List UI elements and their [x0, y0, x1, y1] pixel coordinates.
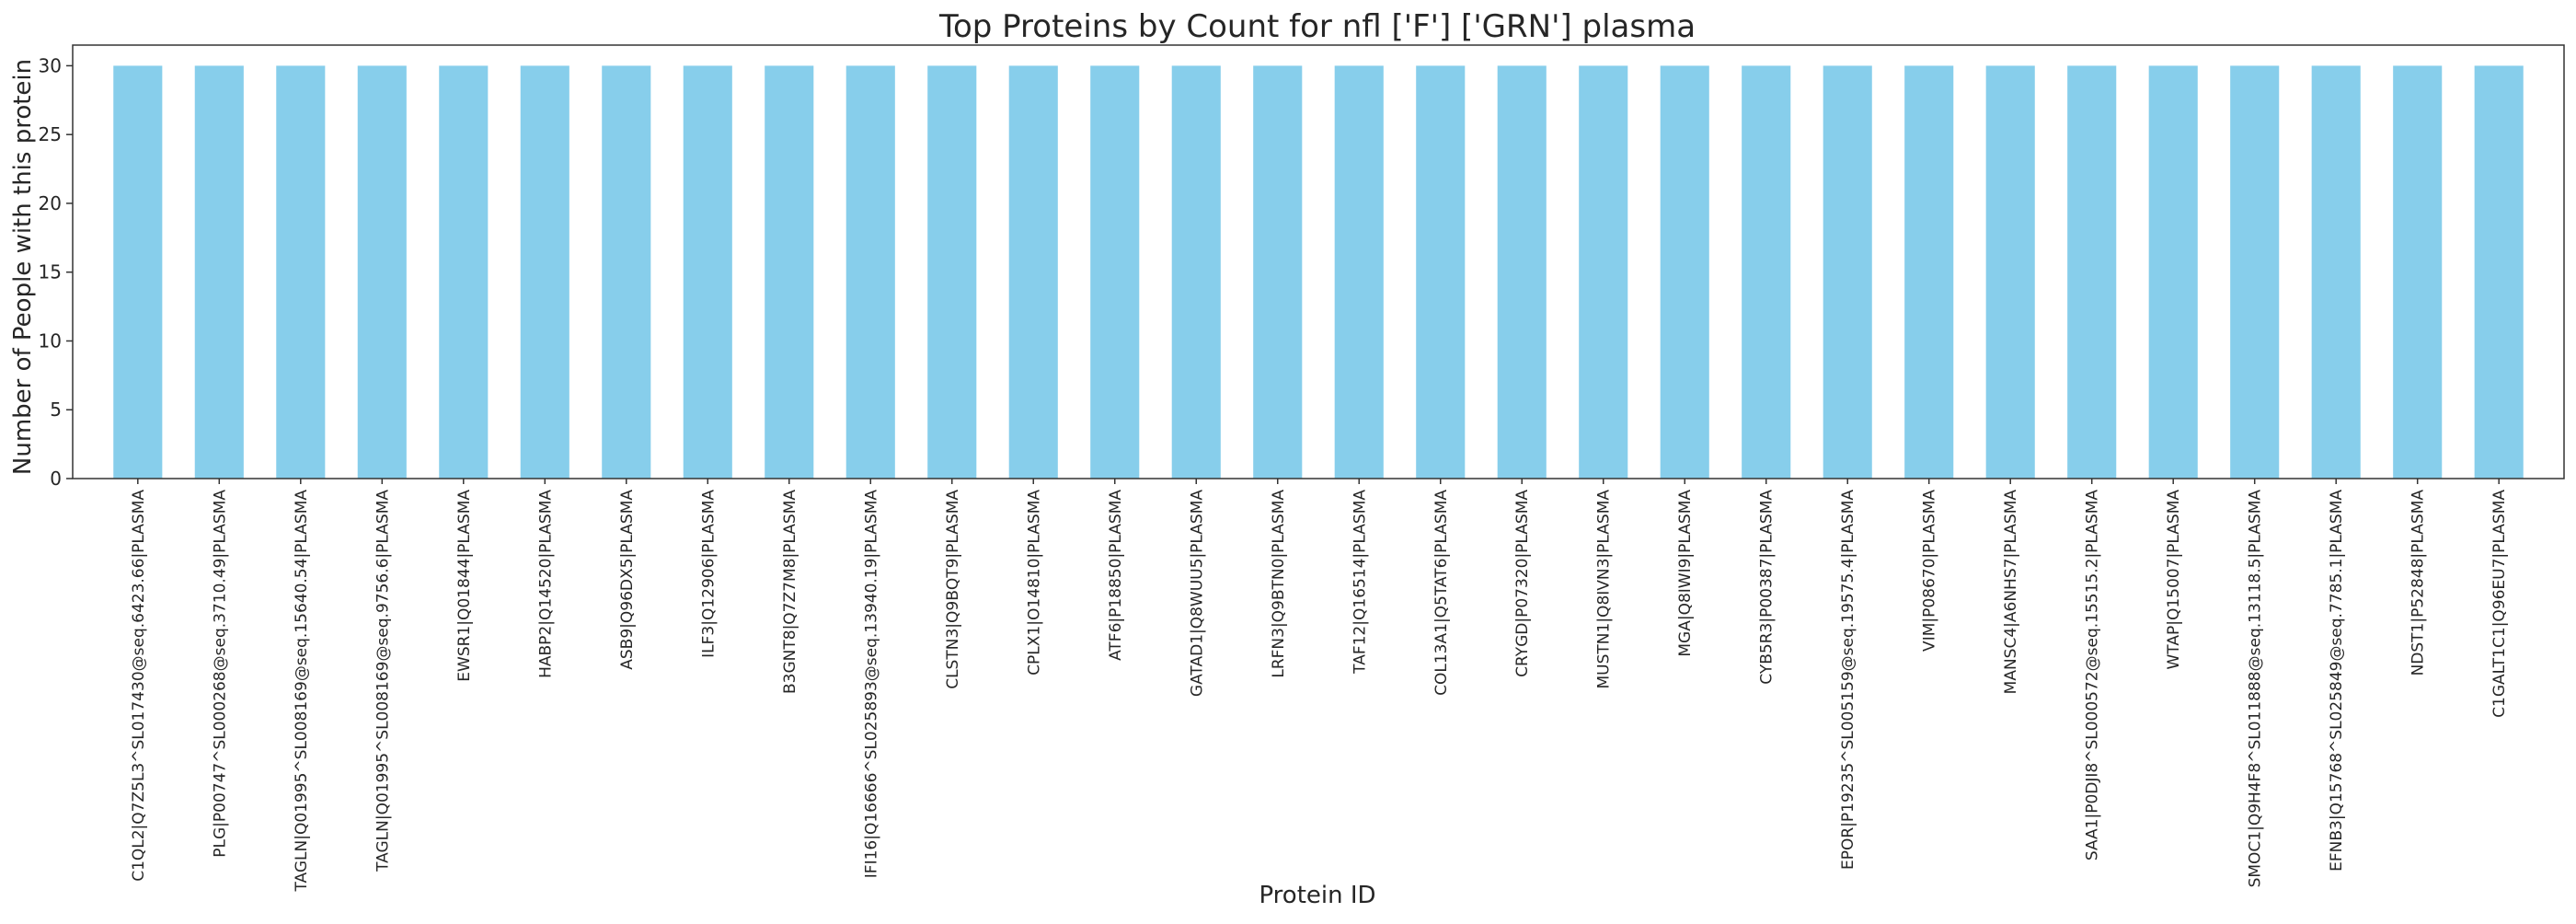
x-tick-label: WTAP|Q15007|PLASMA — [2165, 490, 2183, 670]
x-tick-label: C1GALT1C1|Q96EU7|PLASMA — [2490, 490, 2509, 718]
x-tick-label: COL13A1|Q5TAT6|PLASMA — [1432, 490, 1451, 696]
bar — [276, 65, 326, 479]
x-tick-label: SMOC1|Q9H4F8^SL011888@seq.13118.5|PLASMA — [2247, 490, 2265, 888]
bar — [357, 65, 407, 479]
bar — [2148, 65, 2198, 479]
y-tick-label: 25 — [39, 123, 62, 145]
bar — [845, 65, 895, 479]
x-tick-label: SAA1|P0DJI8^SL000572@seq.15515.2|PLASMA — [2084, 490, 2102, 861]
y-tick-label: 5 — [50, 398, 62, 421]
bar — [1008, 65, 1058, 479]
bar — [1904, 65, 1954, 479]
x-tick-label: C1QL2|Q7Z5L3^SL017430@seq.6423.66|PLASMA — [130, 490, 148, 882]
x-tick-label: CPLX1|O14810|PLASMA — [1025, 490, 1043, 676]
bar — [1171, 65, 1221, 479]
bar — [1579, 65, 1628, 479]
x-tick-label: CRYGD|P07320|PLASMA — [1513, 490, 1532, 677]
plot-frame — [72, 44, 2565, 479]
bar — [927, 65, 977, 479]
x-tick-label: EFNB3|Q15768^SL025849@seq.7785.1|PLASMA — [2328, 490, 2346, 872]
y-tick-label: 30 — [39, 54, 62, 76]
plot-area: 0 5 10 15 20 25 30 C1QL2|Q7Z5L3^SL017430@seq.64… — [39, 44, 2565, 893]
bar — [2393, 65, 2443, 479]
x-tick-label: EWSR1|Q01844|PLASMA — [455, 490, 474, 682]
x-tick-label: TAF12|Q16514|PLASMA — [1351, 490, 1369, 675]
bar — [602, 65, 651, 479]
bar — [2067, 65, 2117, 479]
chart-title: Top Proteins by Count for nfl ['F'] ['GR… — [938, 8, 1696, 45]
bar — [1253, 65, 1303, 479]
x-tick-label: MANSC4|A6NHS7|PLASMA — [2002, 490, 2020, 695]
y-tick-label: 10 — [39, 329, 62, 352]
y-tick-label: 0 — [50, 468, 62, 490]
bar — [683, 65, 732, 479]
y-axis-label: Number of People with this protein — [9, 59, 37, 475]
x-tick-label: HABP2|Q14520|PLASMA — [536, 490, 555, 678]
x-tick-label: IFI16|Q16666^SL025893@seq.13940.19|PLASM… — [862, 490, 880, 879]
bar — [1660, 65, 1709, 479]
x-tick-label: NDST1|P52848|PLASMA — [2409, 490, 2428, 676]
x-tick-label: MUSTN1|Q8IVN3|PLASMA — [1595, 490, 1614, 689]
y-tick-label: 15 — [39, 261, 62, 283]
x-tick-label: B3GNT8|Q7Z7M8|PLASMA — [781, 490, 799, 694]
x-tick-label: VIM|P08670|PLASMA — [1921, 490, 1939, 652]
x-tick-label: EPOR|P19235^SL005159@seq.19575.4|PLASMA — [1839, 490, 1857, 870]
bar — [1334, 65, 1384, 479]
bar — [1823, 65, 1872, 479]
bar — [1090, 65, 1140, 479]
x-tick-label: TAGLN|Q01995^SL008169@seq.15640.54|PLASM… — [293, 490, 311, 893]
x-tick-label: PLG|P00747^SL000268@seq.3710.49|PLASMA — [211, 490, 229, 858]
bar — [765, 65, 814, 479]
x-tick-label: CYB5R3|P00387|PLASMA — [1758, 490, 1777, 685]
bar — [520, 65, 569, 479]
x-axis-label: Protein ID — [1259, 882, 1375, 909]
x-tick-label: ASB9|Q96DX5|PLASMA — [618, 490, 637, 670]
x-tick-label: GATAD1|Q8WUU5|PLASMA — [1188, 490, 1206, 697]
x-tick-label: MGA|Q8IWI9|PLASMA — [1676, 490, 1695, 657]
bar — [2311, 65, 2361, 479]
bar — [439, 65, 489, 479]
bar — [2230, 65, 2280, 479]
bar — [1985, 65, 2035, 479]
bar — [1497, 65, 1547, 479]
y-tick-label: 20 — [39, 192, 62, 214]
bar — [194, 65, 244, 479]
bar — [1742, 65, 1791, 479]
x-tick-label: ILF3|Q12906|PLASMA — [699, 490, 718, 658]
bar — [1416, 65, 1466, 479]
x-tick-label: CLSTN3|Q9BQT9|PLASMA — [944, 490, 962, 689]
x-tick-label: TAGLN|Q01995^SL008169@seq.9756.6|PLASMA — [374, 490, 392, 872]
x-tick-label: LRFN3|Q9BTN0|PLASMA — [1270, 490, 1288, 678]
bar — [113, 65, 163, 479]
x-tick-label: ATF6|P18850|PLASMA — [1107, 490, 1125, 661]
bar — [2474, 65, 2524, 479]
